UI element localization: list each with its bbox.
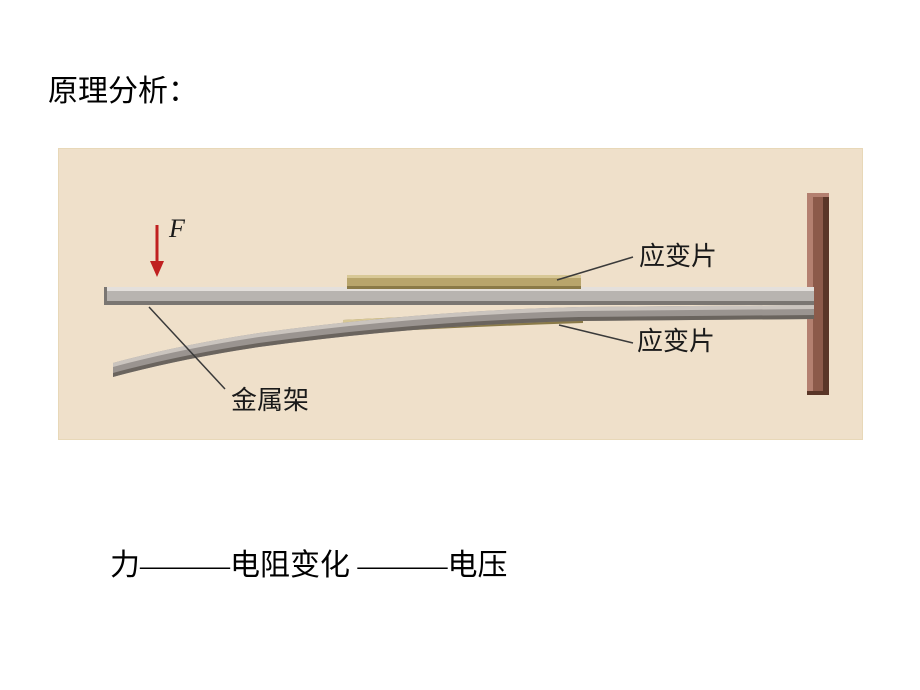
label-metal-frame: 金属架 xyxy=(231,386,309,415)
principle-formula: 力———电阻变化 ———电压 xyxy=(110,540,508,584)
metal-beam xyxy=(104,287,814,305)
section-title: 原理分析： xyxy=(48,66,198,110)
top-strain-gauge xyxy=(347,275,581,289)
label-bottom-gauge: 应变片 xyxy=(637,327,715,356)
diagram-svg: F 应变片 应变片 金属架 xyxy=(59,149,862,439)
label-top-gauge: 应变片 xyxy=(639,242,717,271)
leader-top-gauge: 应变片 xyxy=(557,242,717,280)
formula-sep-2: ——— xyxy=(358,549,448,582)
strain-gauge-diagram: F 应变片 应变片 金属架 xyxy=(58,148,863,440)
formula-part-resistance: 电阻变化 xyxy=(230,549,358,582)
formula-part-force: 力 xyxy=(110,549,140,582)
formula-sep-1: ——— xyxy=(140,549,230,582)
force-arrow: F xyxy=(150,214,186,277)
formula-part-voltage: 电压 xyxy=(448,549,508,582)
leader-bottom-gauge: 应变片 xyxy=(559,325,715,356)
force-label: F xyxy=(168,214,186,243)
